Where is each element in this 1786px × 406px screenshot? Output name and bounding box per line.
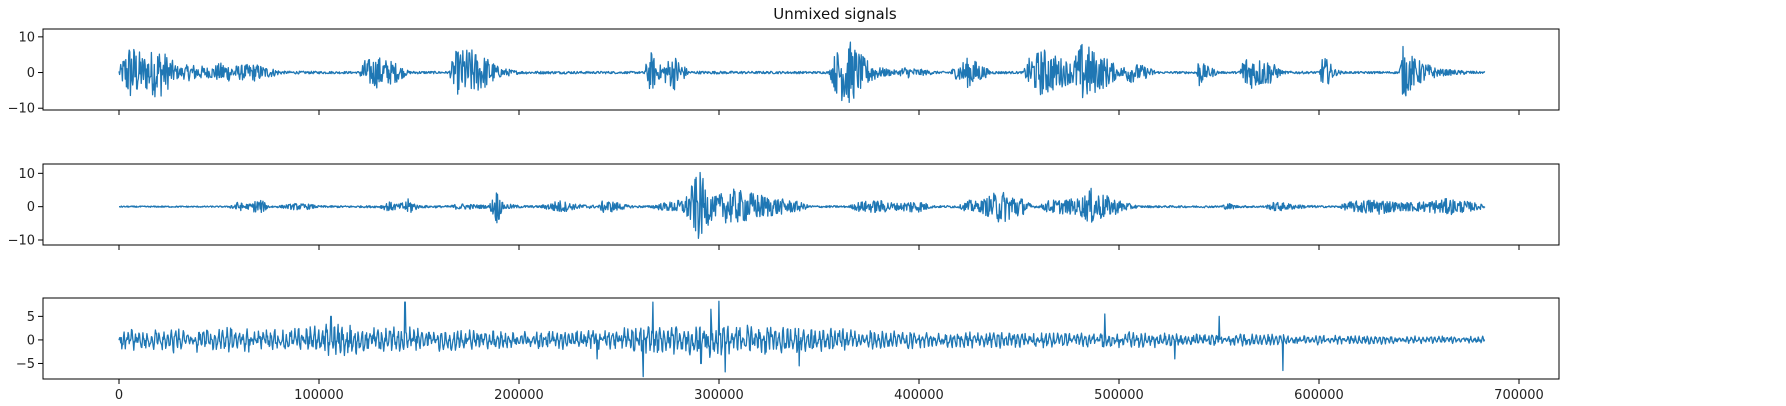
panel-1: 10 0 −10 bbox=[8, 28, 1560, 117]
y-tick-label: 0 bbox=[27, 333, 35, 348]
x-tick-label: 700000 bbox=[1494, 388, 1544, 403]
y-tick-label: 5 bbox=[27, 310, 35, 325]
axes-frame bbox=[42, 28, 1560, 111]
axes-frame bbox=[42, 163, 1560, 246]
x-tick-label: 400000 bbox=[894, 388, 944, 403]
y-tick-label: 0 bbox=[27, 200, 35, 215]
x-tick-label: 500000 bbox=[1094, 388, 1144, 403]
x-tick-label: 0 bbox=[115, 388, 123, 403]
y-tick-label: 0 bbox=[27, 66, 35, 81]
x-tick-label: 600000 bbox=[1294, 388, 1344, 403]
signal-line-1 bbox=[118, 41, 1486, 104]
x-tick-label: 200000 bbox=[494, 388, 544, 403]
y-tick-label: −10 bbox=[8, 102, 35, 117]
x-tick-label: 100000 bbox=[294, 388, 344, 403]
y-tick-label: 10 bbox=[18, 167, 35, 182]
panel-3: 5 0 −5 0 100000 200000 300000 400000 500000 60000… bbox=[16, 297, 1560, 403]
y-tick-label: −10 bbox=[8, 234, 35, 249]
signal-line-3 bbox=[118, 300, 1486, 378]
axes-frame bbox=[42, 297, 1560, 380]
y-tick-label: −5 bbox=[16, 357, 35, 372]
chart-title: Unmixed signals bbox=[773, 5, 897, 23]
signal-line-2 bbox=[118, 171, 1486, 239]
x-tick-label: 300000 bbox=[694, 388, 744, 403]
panel-2: 10 0 −10 bbox=[8, 163, 1560, 250]
y-tick-label: 10 bbox=[18, 30, 35, 45]
